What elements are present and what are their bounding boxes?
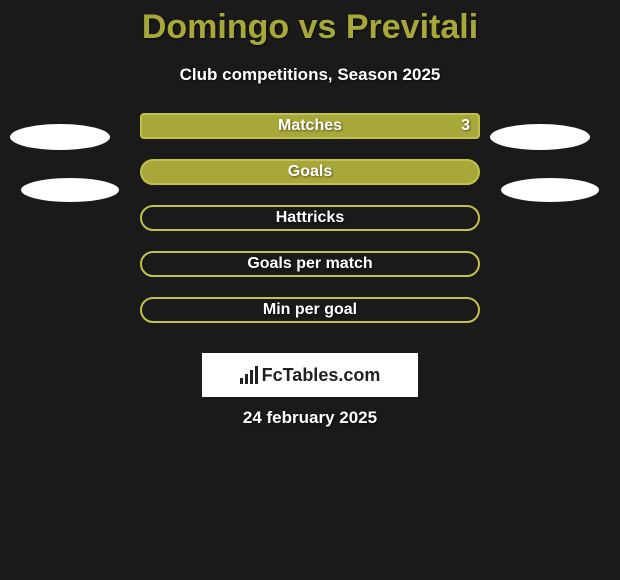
ellipse-decoration bbox=[490, 124, 590, 150]
stat-row: Min per goal bbox=[0, 297, 620, 343]
stats-infographic: Domingo vs Previtali Club competitions, … bbox=[0, 0, 620, 580]
subtitle: Club competitions, Season 2025 bbox=[0, 65, 620, 85]
ellipse-decoration bbox=[501, 178, 599, 202]
page-title: Domingo vs Previtali bbox=[0, 0, 620, 47]
brand-text: FcTables.com bbox=[262, 365, 381, 386]
stat-value: 3 bbox=[461, 113, 470, 139]
bars-icon bbox=[240, 366, 258, 384]
stat-label: Hattricks bbox=[140, 205, 480, 231]
stat-label: Goals per match bbox=[140, 251, 480, 277]
stat-label: Goals bbox=[140, 159, 480, 185]
ellipse-decoration bbox=[10, 124, 110, 150]
brand-badge: FcTables.com bbox=[202, 353, 418, 397]
stat-label: Matches bbox=[140, 113, 480, 139]
stat-row: Hattricks bbox=[0, 205, 620, 251]
date-text: 24 february 2025 bbox=[0, 408, 620, 428]
stat-row: Goals per match bbox=[0, 251, 620, 297]
stat-label: Min per goal bbox=[140, 297, 480, 323]
ellipse-decoration bbox=[21, 178, 119, 202]
